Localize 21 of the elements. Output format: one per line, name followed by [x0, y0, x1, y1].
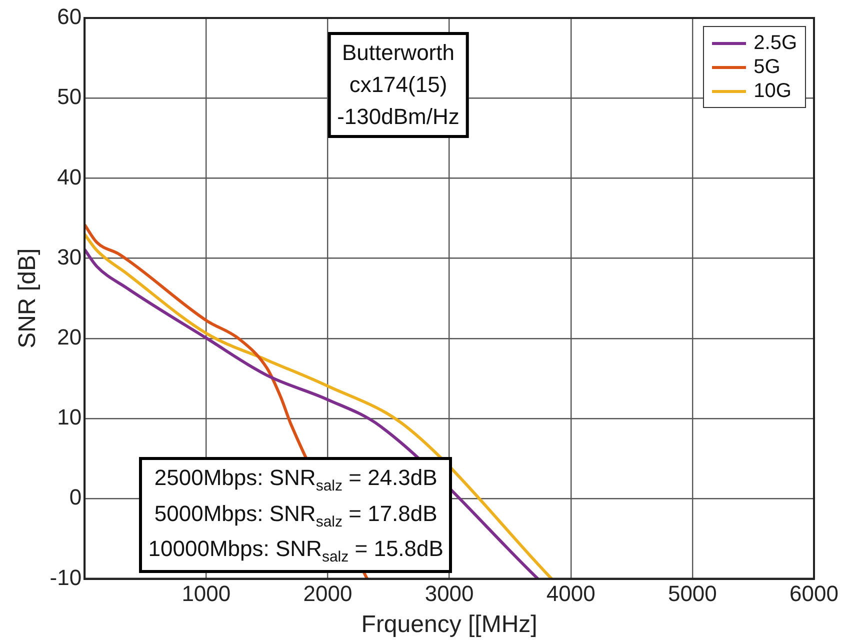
y-axis-title: SNR [dB]	[14, 248, 42, 348]
y-tick-label: 40	[57, 164, 82, 190]
x-tick-label: 6000	[790, 581, 838, 606]
x-axis-title: Frquency [[MHz]	[361, 611, 538, 638]
y-tick-label: 50	[57, 84, 82, 110]
x-tick-label: 2000	[303, 581, 352, 606]
legend-label: 2.5G	[754, 31, 797, 55]
text: 2500Mbps: SNR$_{salz}$ = 24.3dB 5000Mbps: SNR$_{salz}$ = 17.8dB 10000Mbps: SNR$_{salz}$ = 15.8dB	[148, 465, 444, 566]
x-tick-label: 4000	[546, 581, 596, 606]
x-tick-label: 5000	[668, 581, 717, 606]
legend-label: 5G	[754, 55, 780, 79]
annotation: Butterworth cx174(15) -130dBm/Hz	[328, 32, 468, 138]
x-tick-label: 3000	[424, 581, 474, 606]
y-tick-label: 20	[57, 324, 82, 350]
y-tick-label: -10	[50, 564, 82, 590]
x-tick-label: 1000	[182, 581, 231, 606]
legend-label: 10G	[754, 79, 792, 103]
y-tick-label: 30	[57, 244, 82, 270]
y-tick-label: 10	[57, 404, 82, 430]
y-tick-label: 60	[57, 4, 82, 30]
y-tick-label: 0	[69, 484, 82, 510]
